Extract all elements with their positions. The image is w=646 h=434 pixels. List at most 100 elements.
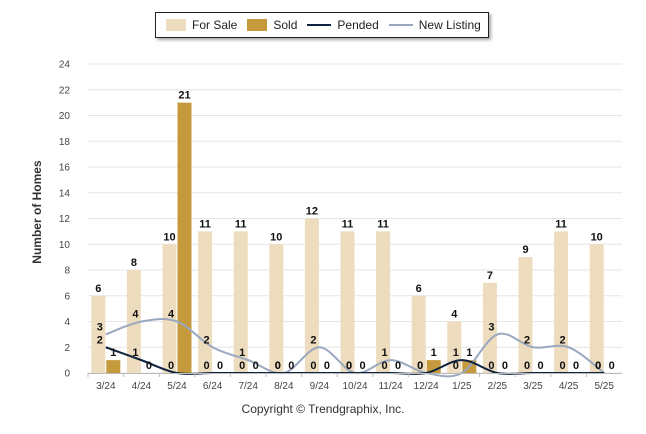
data-label-for-sale: 11 [555, 218, 567, 230]
bar-sold [177, 102, 192, 373]
data-label-new-listing: 1 [382, 347, 388, 359]
legend-label-pended: Pended [337, 18, 379, 32]
bar-for-sale [91, 295, 106, 373]
data-label-sold: 0 [502, 360, 508, 372]
y-tick-label: 8 [64, 266, 70, 277]
data-label-sold: 0 [288, 360, 294, 372]
data-label-new-listing: 0 [275, 360, 281, 372]
x-tick-label: 8/24 [274, 381, 294, 392]
y-axis-title: Number of Homes [30, 160, 44, 264]
y-tick-label: 16 [59, 163, 71, 174]
data-label-for-sale: 10 [270, 231, 282, 243]
legend-item-pended: Pended [307, 18, 379, 32]
x-tick-label: 3/24 [96, 381, 116, 392]
legend-label-new-listing: New Listing [418, 18, 481, 32]
x-tick-label: 2/25 [488, 381, 508, 392]
data-label-sold: 0 [253, 360, 259, 372]
bar-for-sale [233, 231, 248, 373]
bar-for-sale [376, 231, 391, 373]
y-tick-label: 10 [59, 240, 71, 251]
data-label-sold: 1 [110, 347, 116, 359]
data-label-sold: 0 [573, 360, 579, 372]
y-tick-label: 14 [59, 188, 71, 199]
bar-for-sale [269, 244, 284, 373]
data-label-pended: 0 [560, 360, 566, 372]
x-tick-label: 6/24 [203, 381, 223, 392]
data-label-for-sale: 12 [306, 206, 318, 218]
copyright-text: Copyright © Trendgraphix, Inc. [241, 402, 405, 416]
data-label-pended: 0 [595, 360, 601, 372]
y-tick-label: 24 [59, 60, 71, 71]
data-label-new-listing: 2 [560, 334, 566, 346]
legend-item-new-listing: New Listing [388, 18, 481, 32]
y-tick-label: 18 [59, 137, 71, 148]
data-label-pended: 0 [346, 360, 352, 372]
data-label-for-sale: 10 [163, 231, 175, 243]
x-tick-label: 4/25 [559, 381, 579, 392]
data-label-for-sale: 6 [416, 283, 422, 295]
y-tick-label: 20 [59, 111, 71, 122]
y-tick-label: 2 [64, 343, 70, 354]
bar-for-sale [482, 282, 497, 373]
data-label-sold: 21 [178, 90, 190, 102]
data-label-sold: 1 [431, 347, 437, 359]
data-label-for-sale: 10 [591, 231, 603, 243]
y-tick-label: 0 [64, 369, 70, 380]
data-label-pended: 0 [204, 360, 210, 372]
data-label-new-listing: 4 [132, 309, 139, 321]
data-label-new-listing: 0 [595, 360, 601, 372]
x-tick-label: 1/25 [452, 381, 472, 392]
bar-for-sale [126, 270, 141, 373]
legend-item-sold: Sold [247, 18, 297, 32]
bar-for-sale [198, 231, 213, 373]
x-tick-label: 4/24 [132, 381, 152, 392]
x-tick-label: 10/24 [342, 381, 367, 392]
y-tick-label: 22 [59, 85, 71, 96]
legend-swatch-sold [247, 19, 268, 31]
x-tick-label: 9/24 [310, 381, 330, 392]
legend-label-for-sale: For Sale [192, 18, 238, 32]
data-label-pended: 0 [168, 360, 174, 372]
bar-for-sale [304, 218, 319, 373]
data-label-for-sale: 11 [235, 218, 247, 230]
x-tick-label: 12/24 [414, 381, 439, 392]
data-label-for-sale: 11 [199, 218, 211, 230]
bar-for-sale [589, 244, 604, 373]
bar-for-sale [340, 231, 355, 373]
x-tick-label: 3/25 [523, 381, 543, 392]
data-label-sold: 0 [395, 360, 401, 372]
data-label-pended: 0 [417, 360, 423, 372]
data-label-sold: 0 [359, 360, 365, 372]
y-tick-label: 4 [64, 317, 70, 328]
data-label-sold: 0 [609, 360, 615, 372]
data-label-pended: 1 [132, 347, 138, 359]
data-label-pended: 0 [488, 360, 494, 372]
x-tick-label: 5/24 [167, 381, 187, 392]
data-label-new-listing: 2 [310, 334, 316, 346]
data-label-sold: 0 [217, 360, 223, 372]
data-label-pended: 0 [310, 360, 316, 372]
data-label-for-sale: 6 [95, 283, 101, 295]
data-label-sold: 1 [466, 347, 472, 359]
data-label-new-listing: 0 [417, 360, 423, 372]
data-label-new-listing: 0 [346, 360, 352, 372]
data-label-new-listing: 2 [524, 334, 530, 346]
bars [91, 102, 604, 373]
legend-line-pended [307, 24, 332, 26]
x-tick-label: 5/25 [594, 381, 614, 392]
data-label-new-listing: 3 [488, 321, 494, 333]
data-label-for-sale: 11 [377, 218, 389, 230]
x-tick-label: 11/24 [378, 381, 403, 392]
bar-for-sale [518, 257, 533, 373]
legend-line-new-listing [388, 24, 413, 26]
data-label-new-listing: 4 [168, 309, 175, 321]
data-label-sold: 0 [324, 360, 330, 372]
data-label-for-sale: 8 [131, 257, 137, 269]
bar-for-sale [411, 295, 426, 373]
data-label-for-sale: 4 [451, 309, 458, 321]
data-label-for-sale: 11 [342, 218, 354, 230]
x-tick-label: 7/24 [238, 381, 258, 392]
